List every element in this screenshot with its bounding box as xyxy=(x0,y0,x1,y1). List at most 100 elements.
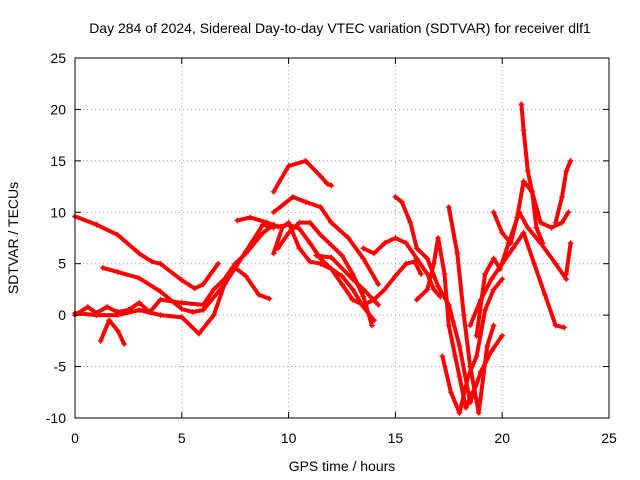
data-point xyxy=(541,291,548,298)
data-point xyxy=(456,373,463,380)
data-point xyxy=(413,255,420,262)
data-point xyxy=(328,254,335,261)
data-point xyxy=(93,312,100,319)
data-point xyxy=(306,219,313,226)
data-point xyxy=(285,229,292,236)
series-line xyxy=(564,241,573,276)
data-point xyxy=(114,327,121,334)
x-tick-label: 25 xyxy=(601,430,617,446)
data-point xyxy=(242,273,249,280)
y-tick-label: -5 xyxy=(54,359,67,375)
data-point xyxy=(317,231,324,238)
data-point xyxy=(114,312,121,319)
data-point xyxy=(114,231,121,238)
data-point xyxy=(157,312,164,319)
data-point xyxy=(317,204,324,211)
data-point xyxy=(285,219,292,226)
data-point xyxy=(567,157,574,164)
data-point xyxy=(296,225,303,232)
data-point xyxy=(497,265,504,272)
data-point xyxy=(563,168,570,175)
series-line xyxy=(468,230,567,330)
data-point xyxy=(191,285,198,292)
data-point xyxy=(136,307,143,313)
data-point xyxy=(424,286,431,293)
data-point xyxy=(482,307,489,313)
data-point xyxy=(407,219,414,226)
data-point xyxy=(339,252,345,259)
data-point xyxy=(274,223,281,230)
series-line xyxy=(519,102,545,246)
data-point xyxy=(435,235,442,241)
data-point xyxy=(157,296,164,303)
data-point xyxy=(242,250,249,257)
data-series xyxy=(72,101,574,416)
data-point xyxy=(121,340,128,347)
data-point xyxy=(403,260,410,267)
data-point xyxy=(178,277,185,284)
data-point xyxy=(441,271,448,277)
data-point xyxy=(418,271,425,277)
data-point xyxy=(259,229,266,236)
series-line xyxy=(73,214,221,291)
data-point xyxy=(490,255,497,262)
data-point xyxy=(360,286,367,293)
data-point xyxy=(189,309,196,316)
data-point xyxy=(499,229,506,236)
data-point xyxy=(345,235,352,241)
data-point xyxy=(328,182,335,189)
data-point xyxy=(285,163,292,169)
series-sat-e xyxy=(97,317,128,347)
data-point xyxy=(430,286,437,293)
data-point xyxy=(313,252,320,259)
data-point xyxy=(531,260,538,267)
data-point xyxy=(93,221,100,228)
axis-ticks xyxy=(74,57,610,419)
data-point xyxy=(270,209,277,216)
data-point xyxy=(302,157,309,164)
data-point xyxy=(524,224,531,231)
data-point xyxy=(279,224,286,231)
data-point xyxy=(349,271,356,277)
data-point xyxy=(552,322,559,329)
y-tick-label: 0 xyxy=(58,307,66,323)
data-point xyxy=(328,265,335,272)
data-point xyxy=(375,301,382,308)
data-point xyxy=(200,307,207,313)
data-point xyxy=(424,255,431,262)
data-point xyxy=(306,240,313,247)
data-point xyxy=(84,303,91,310)
data-point xyxy=(221,281,228,288)
data-point xyxy=(537,219,544,226)
data-point xyxy=(435,283,442,290)
series-line xyxy=(440,277,505,415)
data-point xyxy=(452,353,459,360)
data-point xyxy=(302,199,309,205)
data-point xyxy=(371,250,378,257)
data-point xyxy=(349,286,356,293)
data-point xyxy=(200,301,207,308)
data-point xyxy=(439,353,446,360)
data-point xyxy=(324,180,331,187)
data-point xyxy=(490,322,497,329)
data-point xyxy=(460,312,467,319)
data-point xyxy=(247,214,254,221)
data-point xyxy=(392,193,399,200)
series-sat-u xyxy=(518,101,546,247)
data-point xyxy=(514,214,521,221)
series-line xyxy=(491,179,571,246)
data-point xyxy=(559,193,566,200)
data-point xyxy=(539,240,546,247)
data-point xyxy=(328,219,335,226)
data-point xyxy=(255,291,262,298)
data-point xyxy=(375,281,382,288)
data-point xyxy=(306,258,313,265)
data-point xyxy=(317,260,324,267)
x-tick-label: 15 xyxy=(388,430,404,446)
data-point xyxy=(445,204,452,211)
data-point xyxy=(413,296,420,303)
data-point xyxy=(381,286,388,293)
chart-title: Day 284 of 2024, Sidereal Day-to-day VTE… xyxy=(89,20,591,36)
y-tick-label: 15 xyxy=(50,153,66,169)
